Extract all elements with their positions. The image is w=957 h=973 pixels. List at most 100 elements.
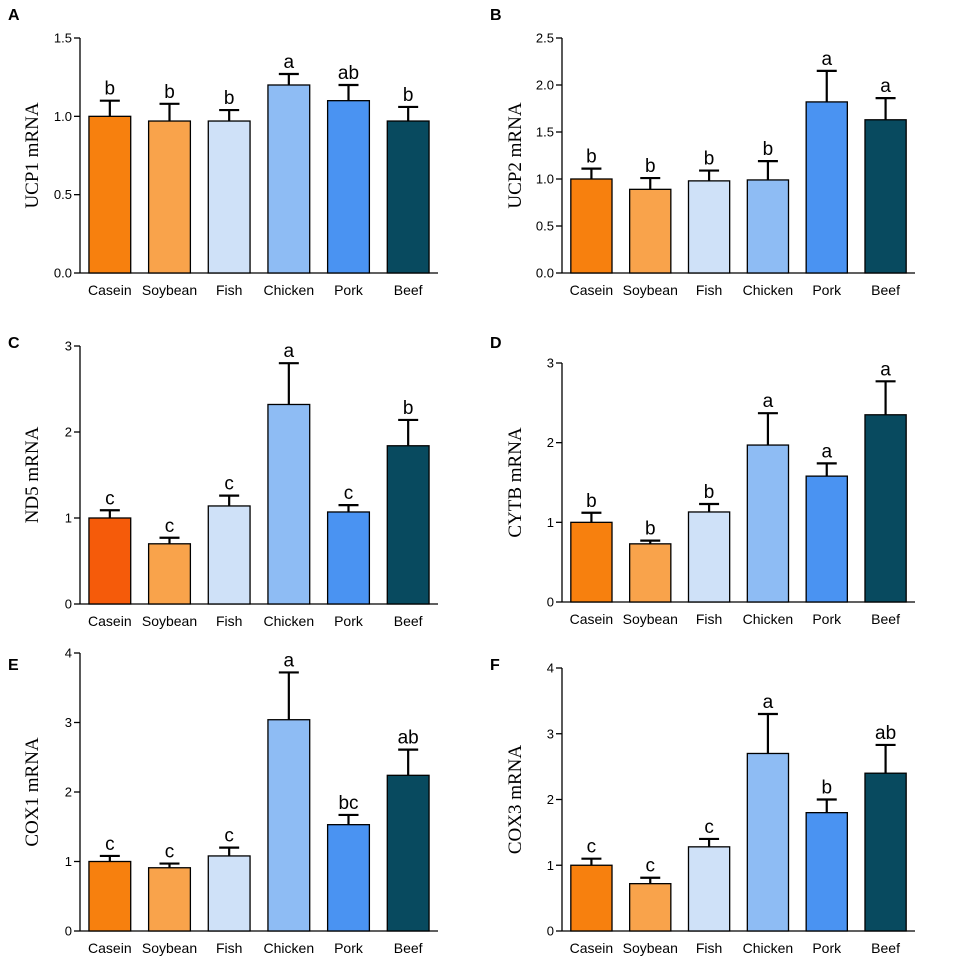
y-tick-label: 0: [65, 597, 72, 612]
y-tick-label: 0.0: [536, 266, 554, 281]
x-tick-label-chicken: Chicken: [264, 282, 315, 298]
y-tick-label: 0: [65, 924, 72, 939]
panel-d: D CYTB mRNA 0 1 2 3 b Casein b Soybean b Fish a Chick…: [490, 335, 915, 627]
significance-label-fish: b: [704, 482, 715, 503]
bar-chicken: [746, 179, 790, 274]
bar-soybean: [147, 867, 192, 932]
x-tick-label-chicken: Chicken: [743, 611, 794, 627]
bar-casein: [570, 864, 613, 932]
bar-beef: [386, 445, 430, 605]
bar-pork: [326, 511, 371, 605]
significance-label-chicken: a: [284, 650, 295, 671]
bar-fish: [207, 855, 251, 932]
y-tick-label: 3: [65, 339, 72, 354]
x-tick-label-beef: Beef: [394, 613, 423, 629]
y-tick-label: 0.0: [54, 266, 72, 281]
x-tick-label-pork: Pork: [334, 613, 364, 629]
y-tick-label: 4: [547, 661, 554, 676]
bar-fish: [687, 511, 731, 603]
significance-label-beef: b: [403, 85, 414, 106]
significance-label-chicken: a: [284, 52, 295, 73]
x-tick-label-soybean: Soybean: [142, 940, 197, 956]
significance-label-casein: b: [105, 79, 116, 100]
y-tick-label: 3: [65, 715, 72, 730]
significance-label-soybean: b: [645, 519, 656, 540]
panel-letter: A: [8, 7, 20, 24]
bar-pork: [326, 100, 371, 274]
x-tick-label-fish: Fish: [696, 611, 722, 627]
bar-beef: [864, 772, 907, 932]
x-tick-label-soybean: Soybean: [623, 611, 678, 627]
significance-label-soybean: b: [164, 82, 175, 103]
significance-label-casein: b: [586, 491, 597, 512]
x-tick-label-fish: Fish: [216, 940, 242, 956]
significance-label-chicken: b: [763, 139, 774, 160]
significance-label-casein: c: [105, 834, 115, 855]
bar-fish: [687, 846, 731, 932]
y-tick-label: 3: [547, 356, 554, 371]
bar-chicken: [267, 403, 311, 605]
panel-e: E COX1 mRNA 0 1 2 3 4 c Casein c Soybean c Fish a Chic…: [8, 646, 438, 956]
x-tick-label-fish: Fish: [216, 613, 242, 629]
y-tick-label: 1: [547, 858, 554, 873]
bar-pork: [326, 824, 371, 932]
significance-label-soybean: c: [165, 516, 175, 537]
significance-label-soybean: c: [646, 856, 656, 877]
y-tick-label: 1.5: [54, 31, 72, 46]
y-tick-label: 0.5: [54, 187, 72, 202]
panel-c: C ND5 mRNA 0 1 2 3 c Casein c Soybean c Fish a Chicke…: [8, 335, 438, 629]
panel-a: A UCP1 mRNA 0.0 0.5 1.0 1.5 b Casein b Soybean b Fi…: [8, 7, 438, 298]
significance-label-beef: ab: [875, 723, 896, 744]
bar-beef: [386, 774, 430, 932]
y-tick-label: 1.0: [536, 172, 554, 187]
bar-fish: [687, 180, 731, 274]
y-axis-label: UCP1 mRNA: [22, 102, 43, 208]
bar-beef: [864, 119, 907, 274]
significance-label-pork: ab: [338, 63, 359, 84]
significance-label-fish: c: [704, 817, 714, 838]
bar-fish: [207, 120, 251, 274]
x-tick-label-casein: Casein: [570, 282, 614, 298]
x-tick-label-soybean: Soybean: [142, 613, 197, 629]
bar-beef: [386, 120, 430, 274]
x-tick-label-casein: Casein: [88, 613, 132, 629]
panel-letter: E: [8, 657, 19, 674]
y-tick-label: 3: [547, 726, 554, 741]
x-tick-label-beef: Beef: [394, 282, 423, 298]
x-tick-label-fish: Fish: [696, 940, 722, 956]
significance-label-soybean: b: [645, 156, 656, 177]
y-tick-label: 2.5: [536, 31, 554, 46]
bar-chicken: [267, 719, 311, 932]
panel-f: F COX3 mRNA 0 1 2 3 4 c Casein c Soybean c Fish a Chic…: [490, 657, 915, 956]
significance-label-fish: b: [224, 88, 235, 109]
y-tick-label: 0.5: [536, 219, 554, 234]
bar-chicken: [267, 84, 311, 274]
x-tick-label-fish: Fish: [696, 282, 722, 298]
significance-label-chicken: a: [763, 692, 774, 713]
significance-label-casein: c: [105, 488, 115, 509]
y-tick-label: 1.0: [54, 109, 72, 124]
bar-soybean: [147, 120, 192, 274]
x-tick-label-chicken: Chicken: [743, 940, 794, 956]
panel-letter: B: [490, 7, 502, 24]
bar-soybean: [629, 188, 672, 274]
x-tick-label-casein: Casein: [88, 940, 132, 956]
bar-casein: [88, 115, 132, 274]
significance-label-fish: c: [224, 826, 234, 847]
significance-label-soybean: c: [165, 842, 175, 863]
bar-casein: [570, 521, 613, 603]
panel-letter: F: [490, 657, 500, 674]
y-axis-label: UCP2 mRNA: [505, 102, 526, 208]
x-tick-label-soybean: Soybean: [142, 282, 197, 298]
x-tick-label-casein: Casein: [570, 940, 614, 956]
x-tick-label-fish: Fish: [216, 282, 242, 298]
significance-label-pork: a: [821, 49, 832, 70]
x-tick-label-pork: Pork: [812, 611, 842, 627]
x-tick-label-chicken: Chicken: [743, 282, 794, 298]
y-axis-label: COX1 mRNA: [22, 737, 43, 847]
significance-label-pork: c: [344, 483, 354, 504]
y-tick-label: 1.5: [536, 125, 554, 140]
bar-pork: [805, 812, 848, 932]
significance-label-beef: b: [403, 398, 414, 419]
